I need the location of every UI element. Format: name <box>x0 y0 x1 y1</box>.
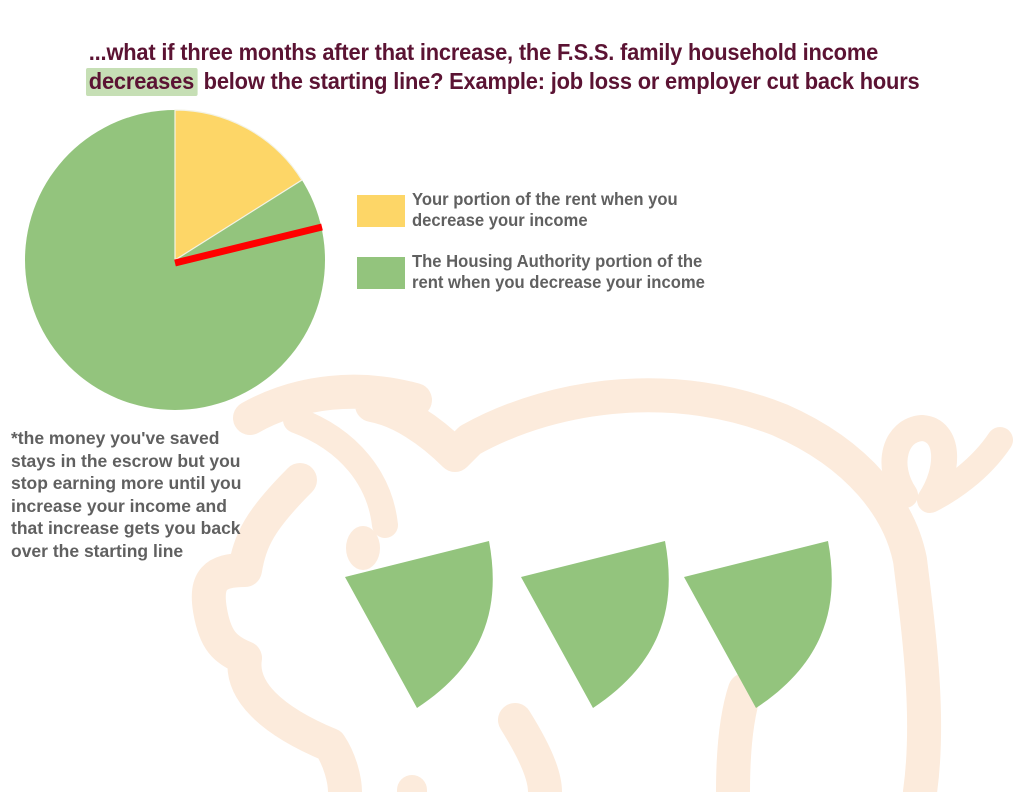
page-title: ...what if three months after that incre… <box>86 38 942 96</box>
escrow-wedge-3 <box>684 541 832 708</box>
title-line-2-rest: below the starting line? Example: job lo… <box>197 68 920 94</box>
title-line-1: ...what if three months after that incre… <box>88 39 879 65</box>
escrow-wedge-1 <box>345 541 493 708</box>
starting-line-marker <box>174 223 323 267</box>
escrow-wedge-2 <box>521 541 669 708</box>
legend-swatch-yellow <box>357 195 405 227</box>
rent-share-pie-chart <box>25 109 325 410</box>
legend-swatch-green <box>357 257 405 289</box>
legend-label: The Housing Authority portion of the ren… <box>412 251 705 292</box>
pie-slice-tenant-portion <box>174 109 303 262</box>
legend-label: Your portion of the rent when you decrea… <box>412 189 678 230</box>
escrow-footnote: *the money you've saved stays in the esc… <box>11 428 242 561</box>
highlighted-word-decreases: decreases <box>86 68 198 96</box>
title-line-2: decreases below the starting line? Examp… <box>86 67 942 96</box>
